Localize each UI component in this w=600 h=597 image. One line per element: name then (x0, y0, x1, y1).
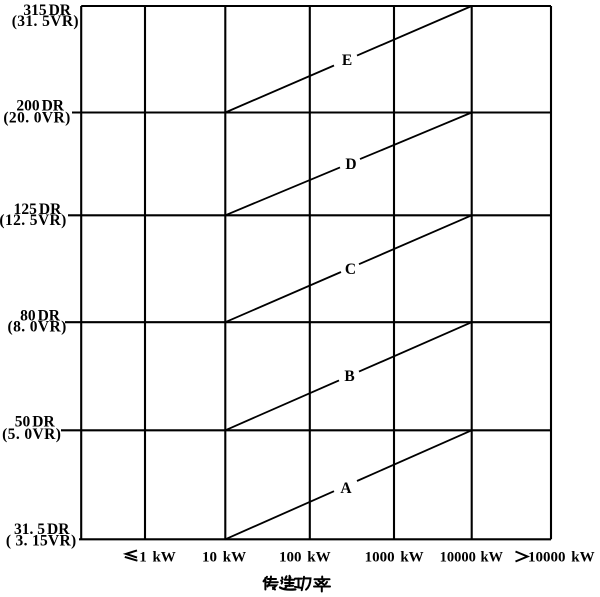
svg-text:1000 kW: 1000 kW (365, 550, 424, 566)
svg-text:E: E (342, 52, 352, 69)
svg-text:(8. 0VR): (8. 0VR) (8, 319, 67, 336)
svg-text:31. 5DR: 31. 5 DR (14, 521, 70, 538)
svg-text:(5. 0VR): (5. 0VR) (2, 426, 61, 443)
svg-text:C: C (345, 261, 356, 278)
svg-text:B: B (344, 368, 354, 385)
svg-text:10 kW: 10 kW (202, 550, 246, 566)
svg-text:(31. 5VR): (31. 5VR) (12, 13, 79, 30)
svg-text:10000 kW: 10000 kW (440, 550, 504, 566)
svg-text:A: A (340, 480, 352, 497)
svg-text:D: D (345, 156, 356, 173)
svg-text:( 3. 15VR): ( 3. 15VR) (6, 533, 77, 550)
svg-text:10000 kW: 10000 kW (528, 550, 595, 566)
svg-text:(12. 5VR): (12. 5VR) (0, 212, 67, 229)
svg-text:(20. 0VR): (20. 0VR) (3, 110, 70, 127)
svg-text:100 kW: 100 kW (279, 550, 331, 566)
svg-text:1 kW: 1 kW (139, 550, 176, 566)
